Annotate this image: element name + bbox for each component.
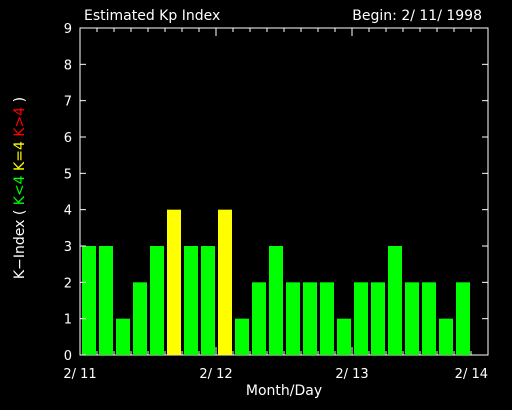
chart-title: Estimated Kp Index (84, 8, 220, 24)
y-ticks-group: 0 1 2 3 4 5 6 7 8 9 (64, 22, 488, 364)
y-tick-label-3: 3 (64, 240, 72, 255)
x-axis-label: Month/Day (246, 383, 322, 399)
y-tick-label-2: 2 (64, 276, 72, 291)
bar-7 (184, 246, 198, 355)
bar-9 (218, 209, 232, 355)
bar-19 (388, 246, 402, 355)
bar-23 (456, 282, 470, 355)
bar-22 (439, 318, 453, 355)
y-tick-label-4: 4 (64, 204, 72, 219)
bar-14 (303, 282, 317, 355)
bar-17 (354, 282, 368, 355)
bar-6 (167, 209, 181, 355)
bar-4 (133, 282, 147, 355)
bar-13 (286, 282, 300, 355)
y-tick-label-7: 7 (64, 95, 72, 110)
y-axis-label-yellow: K=4 (12, 141, 28, 171)
bar-15 (320, 282, 334, 355)
bars-group (82, 209, 470, 355)
bar-20 (405, 282, 419, 355)
bar-21 (422, 282, 436, 355)
bar-8 (201, 246, 215, 355)
bar-18 (371, 282, 385, 355)
y-axis-label-green: K<4 (12, 175, 28, 205)
y-axis-label-prefix: K−Index ( (12, 205, 28, 279)
bar-1 (82, 246, 96, 355)
y-tick-label-0: 0 (64, 349, 72, 364)
bar-10 (235, 318, 249, 355)
x-tick-label-2: 2/ 12 (199, 367, 232, 382)
x-tick-label-1: 2/ 11 (63, 367, 96, 382)
y-axis-label-suffix: ) (12, 97, 28, 102)
x-tick-label-3: 2/ 13 (335, 367, 368, 382)
bar-11 (252, 282, 266, 355)
y-axis-label: K−Index ( K<4 K=4 K>4 ) (12, 97, 28, 279)
bar-12 (269, 246, 283, 355)
y-tick-label-5: 5 (64, 167, 72, 182)
y-tick-label-1: 1 (64, 313, 72, 328)
bar-5 (150, 246, 164, 355)
chart-subtitle: Begin: 2/ 11/ 1998 (352, 8, 482, 24)
y-axis-label-red: K>4 (12, 107, 28, 137)
y-tick-label-6: 6 (64, 131, 72, 146)
y-tick-label-8: 8 (64, 58, 72, 73)
bar-3 (116, 318, 130, 355)
y-tick-label-9: 9 (64, 22, 72, 37)
bar-2 (99, 246, 113, 355)
x-tick-label-4: 2/ 14 (455, 367, 488, 382)
x-ticks-group: 2/ 11 2/ 12 2/ 13 2/ 14 (63, 28, 489, 382)
bar-16 (337, 318, 351, 355)
